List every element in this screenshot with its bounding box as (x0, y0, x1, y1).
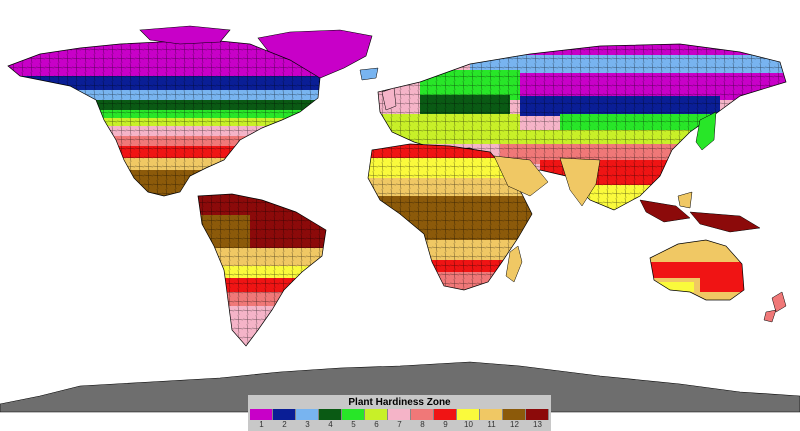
legend-swatch (342, 409, 365, 420)
legend-swatch-label: 4 (328, 420, 333, 429)
legend-swatch-label: 2 (282, 420, 287, 429)
legend-swatch-label: 10 (464, 420, 473, 429)
legend-swatch (480, 409, 503, 420)
legend-zone-3: 3 (296, 409, 319, 430)
legend-swatch-label: 3 (305, 420, 310, 429)
legend-swatch-label: 13 (533, 420, 542, 429)
legend-swatch (457, 409, 480, 420)
legend-swatch-label: 9 (443, 420, 448, 429)
legend-swatch (365, 409, 388, 420)
legend-zone-4: 4 (319, 409, 342, 430)
legend-swatch (434, 409, 457, 420)
legend-swatch (273, 409, 296, 420)
hardiness-legend: Plant Hardiness Zone 1 2 3 4 5 6 7 8 9 10 11 12 13 (248, 395, 551, 431)
legend-zone-5: 5 (342, 409, 365, 430)
legend-swatch (296, 409, 319, 420)
legend-zone-2: 2 (273, 409, 296, 430)
legend-swatch (319, 409, 342, 420)
legend-swatch-label: 5 (351, 420, 356, 429)
legend-zone-10: 10 (457, 409, 480, 430)
legend-zone-6: 6 (365, 409, 388, 430)
legend-swatch-label: 6 (374, 420, 379, 429)
legend-zone-7: 7 (388, 409, 411, 430)
legend-zone-11: 11 (480, 409, 503, 430)
australia (650, 240, 744, 300)
legend-swatch (388, 409, 411, 420)
legend-zone-13: 13 (526, 409, 549, 430)
legend-zone-9: 9 (434, 409, 457, 430)
legend-swatch (526, 409, 549, 420)
antarctica (0, 361, 800, 413)
legend-swatch (250, 409, 273, 420)
legend-zone-8: 8 (411, 409, 434, 430)
legend-zone-1: 1 (250, 409, 273, 430)
legend-zone-12: 12 (503, 409, 526, 430)
legend-title: Plant Hardiness Zone (348, 397, 451, 408)
legend-swatch (503, 409, 526, 420)
legend-swatch-label: 7 (397, 420, 402, 429)
legend-swatch-label: 8 (420, 420, 425, 429)
legend-swatches: 1 2 3 4 5 6 7 8 9 10 11 12 13 (250, 409, 549, 430)
south-america (198, 194, 326, 346)
legend-swatch-label: 1 (259, 420, 264, 429)
legend-swatch-label: 11 (487, 420, 496, 429)
legend-swatch-label: 12 (510, 420, 519, 429)
legend-swatch (411, 409, 434, 420)
